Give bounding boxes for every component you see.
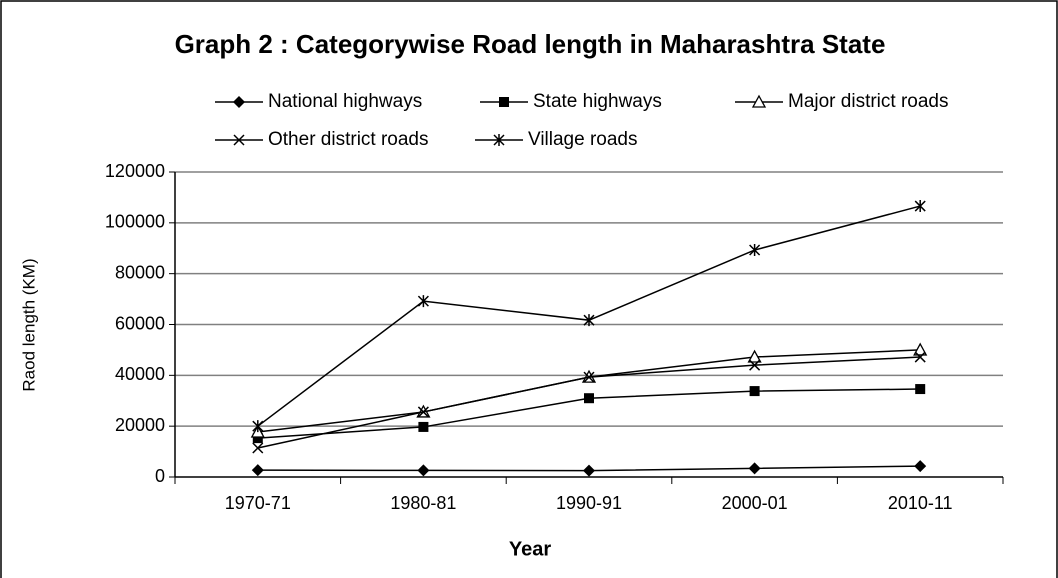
marker bbox=[915, 384, 926, 395]
marker bbox=[747, 349, 762, 363]
x-tick-label: 1980-81 bbox=[390, 493, 456, 513]
marker bbox=[499, 97, 509, 107]
marker bbox=[749, 359, 761, 371]
y-tick-label: 100000 bbox=[105, 212, 165, 232]
x-tick-label: 2010-11 bbox=[888, 493, 953, 513]
marker bbox=[914, 460, 927, 473]
marker bbox=[233, 96, 245, 108]
legend-label: National highways bbox=[268, 91, 422, 112]
y-tick-label: 0 bbox=[155, 466, 165, 486]
legend-label: State highways bbox=[533, 91, 662, 112]
y-tick-label: 20000 bbox=[115, 415, 165, 435]
marker bbox=[583, 371, 595, 383]
marker bbox=[914, 200, 926, 213]
y-tick-label: 80000 bbox=[115, 262, 165, 282]
marker bbox=[417, 464, 430, 477]
marker bbox=[252, 420, 264, 433]
marker bbox=[493, 134, 505, 146]
marker bbox=[233, 134, 245, 146]
y-tick-label: 120000 bbox=[105, 161, 165, 181]
y-axis-label: Raod length (KM) bbox=[19, 258, 38, 391]
chart-title: Graph 2 : Categorywise Road length in Ma… bbox=[175, 29, 886, 59]
marker bbox=[417, 295, 429, 308]
marker bbox=[914, 351, 926, 363]
marker bbox=[583, 464, 595, 477]
x-tick-label: 1970-71 bbox=[225, 493, 291, 513]
marker bbox=[748, 462, 761, 475]
marker bbox=[749, 386, 760, 397]
legend-label: Other district roads bbox=[268, 129, 429, 150]
x-axis-label: Year bbox=[509, 538, 551, 560]
legend-label: Village roads bbox=[528, 129, 638, 150]
marker bbox=[417, 406, 429, 418]
marker bbox=[913, 342, 928, 356]
y-tick-label: 40000 bbox=[115, 364, 165, 384]
x-tick-label: 1990-91 bbox=[556, 493, 622, 513]
marker bbox=[749, 244, 761, 257]
marker bbox=[252, 442, 264, 454]
y-tick-label: 60000 bbox=[115, 313, 165, 333]
marker bbox=[584, 393, 594, 404]
legend-label: Major district roads bbox=[788, 91, 949, 112]
marker bbox=[252, 433, 263, 444]
marker bbox=[418, 421, 429, 432]
marker bbox=[751, 94, 767, 108]
marker bbox=[251, 464, 264, 477]
marker bbox=[583, 314, 595, 327]
x-tick-label: 2000-01 bbox=[722, 493, 788, 513]
